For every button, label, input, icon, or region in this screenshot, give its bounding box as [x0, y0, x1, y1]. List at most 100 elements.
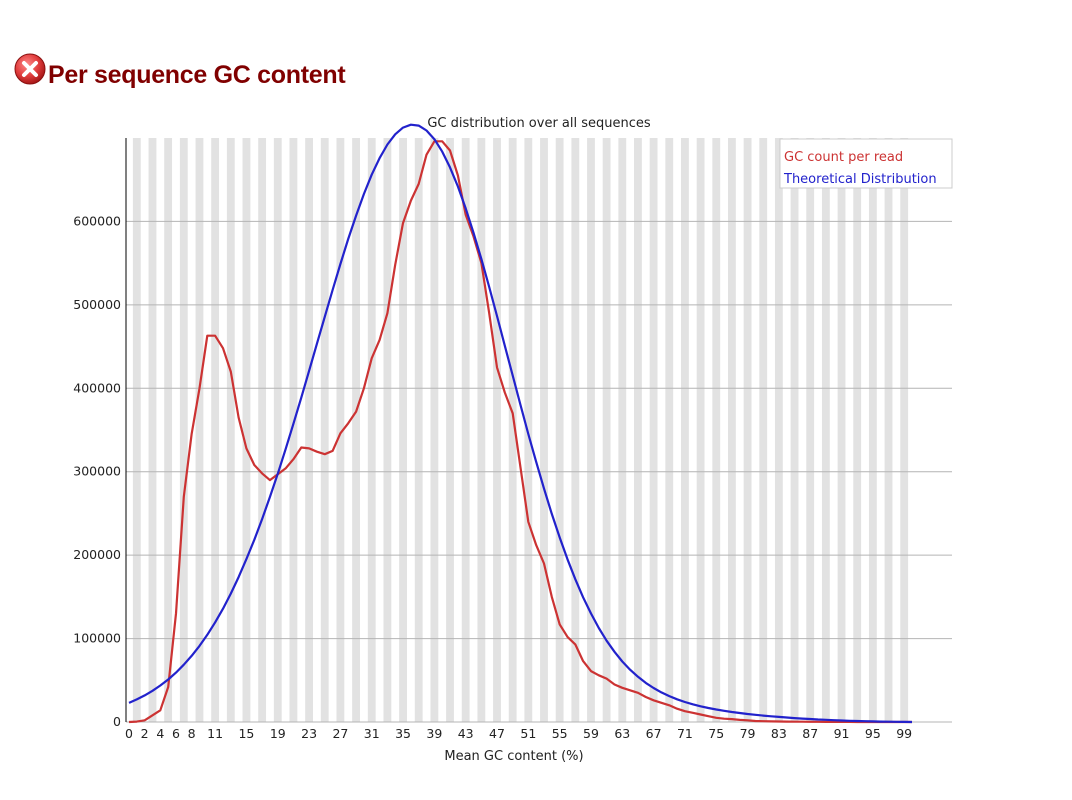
legend-entry: GC count per read	[784, 150, 903, 165]
y-tick-labels: 0 100000 200000 300000 400000 500000 600000	[73, 213, 121, 729]
grid-band	[759, 138, 768, 722]
x-tick-label: 79	[740, 726, 756, 741]
y-tick-label: 600000	[73, 213, 121, 228]
x-tick-label: 63	[614, 726, 630, 741]
grid-band	[712, 138, 721, 722]
grid-band	[242, 138, 251, 722]
grid-band	[195, 138, 204, 722]
grid-band	[806, 138, 815, 722]
grid-band	[399, 138, 407, 722]
x-tick-label: 39	[426, 726, 442, 741]
x-tick-labels: 0 2 4 6 8 11 15 19 23 27 31 35 39 43 47 51 55 59 63 67 71 75 7…	[125, 726, 912, 741]
grid-band	[430, 138, 439, 722]
grid-band	[493, 138, 501, 722]
x-tick-label: 19	[270, 726, 286, 741]
grid-band	[508, 138, 517, 722]
grid-band	[273, 138, 282, 722]
grid-band	[696, 138, 705, 722]
grid-band	[587, 138, 595, 722]
grid-band	[320, 138, 329, 722]
grid-band	[211, 138, 220, 722]
series-line-1	[128, 123, 913, 724]
grid-band	[132, 138, 141, 722]
x-tick-label: 91	[834, 726, 850, 741]
grid-band	[414, 138, 423, 722]
grid-band	[790, 138, 799, 722]
grid-band	[821, 138, 830, 722]
grid-band	[900, 138, 909, 722]
x-tick-label: 6	[172, 726, 180, 741]
x-tick-label: 55	[552, 726, 568, 741]
grid-band	[743, 138, 752, 722]
grid-band	[853, 138, 862, 722]
x-tick-label: 51	[520, 726, 536, 741]
grid-band	[602, 138, 611, 722]
grid-band	[681, 138, 689, 722]
y-tick-label: 500000	[73, 297, 121, 312]
y-tick-label: 200000	[73, 547, 121, 562]
x-tick-label: 23	[301, 726, 317, 741]
grid-band	[665, 138, 674, 722]
legend-box	[779, 138, 953, 189]
grid-band	[336, 138, 345, 722]
grid-band	[618, 138, 627, 722]
x-tick-label: 47	[489, 726, 505, 741]
x-axis-label: Mean GC content (%)	[444, 749, 583, 764]
chart-title: GC distribution over all sequences	[427, 116, 651, 131]
grid-band	[289, 138, 298, 722]
grid-band	[884, 138, 893, 722]
grid-band	[868, 138, 877, 722]
x-tick-label: 15	[238, 726, 254, 741]
grid-band	[305, 138, 314, 722]
grid-band	[555, 138, 564, 722]
x-tick-label: 71	[677, 726, 693, 741]
grid-band	[446, 138, 454, 722]
grid-band	[258, 138, 267, 722]
grid-band	[571, 138, 580, 722]
y-tick-label: 0	[113, 714, 121, 729]
x-tick-label: 8	[188, 726, 196, 741]
x-tick-label: 95	[865, 726, 881, 741]
x-tick-label: 27	[332, 726, 348, 741]
grid-band	[649, 138, 658, 722]
y-tick-label: 100000	[73, 631, 121, 646]
grid-band	[837, 138, 846, 722]
legend: GC count per read Theoretical Distributio…	[779, 138, 953, 189]
grid-band	[477, 138, 486, 722]
x-tick-label: 2	[141, 726, 149, 741]
grid-band	[226, 138, 235, 722]
x-tick-label: 11	[207, 726, 223, 741]
x-tick-label: 87	[802, 726, 818, 741]
x-tick-label: 0	[125, 726, 133, 741]
page-title: Per sequence GC content	[48, 60, 346, 89]
grid-band	[540, 138, 548, 722]
x-tick-label: 99	[896, 726, 912, 741]
grid-band	[634, 138, 642, 722]
grid-band	[148, 138, 157, 722]
grid-band	[367, 138, 376, 722]
y-tick-label: 400000	[73, 380, 121, 395]
series-line-0	[128, 140, 912, 724]
x-tick-label: 31	[364, 726, 380, 741]
x-tick-label: 83	[771, 726, 787, 741]
series-lines	[128, 123, 913, 724]
grid-band	[774, 138, 783, 722]
x-tick-label: 35	[395, 726, 411, 741]
report-header: Per sequence GC content	[14, 53, 346, 95]
grid-band	[727, 138, 736, 722]
error-icon	[14, 53, 46, 85]
x-tick-label: 43	[458, 726, 474, 741]
grid-band	[383, 138, 392, 722]
x-tick-label: 75	[708, 726, 724, 741]
grid-band	[352, 138, 360, 722]
x-tick-label: 67	[646, 726, 662, 741]
grid-band	[164, 138, 173, 722]
x-tick-label: 59	[583, 726, 599, 741]
grid-band	[461, 138, 470, 722]
grid-band	[179, 138, 188, 722]
alternating-bands	[132, 138, 909, 722]
y-tick-label: 300000	[73, 464, 121, 479]
x-tick-label: 4	[156, 726, 164, 741]
legend-entry: Theoretical Distribution	[783, 172, 937, 187]
